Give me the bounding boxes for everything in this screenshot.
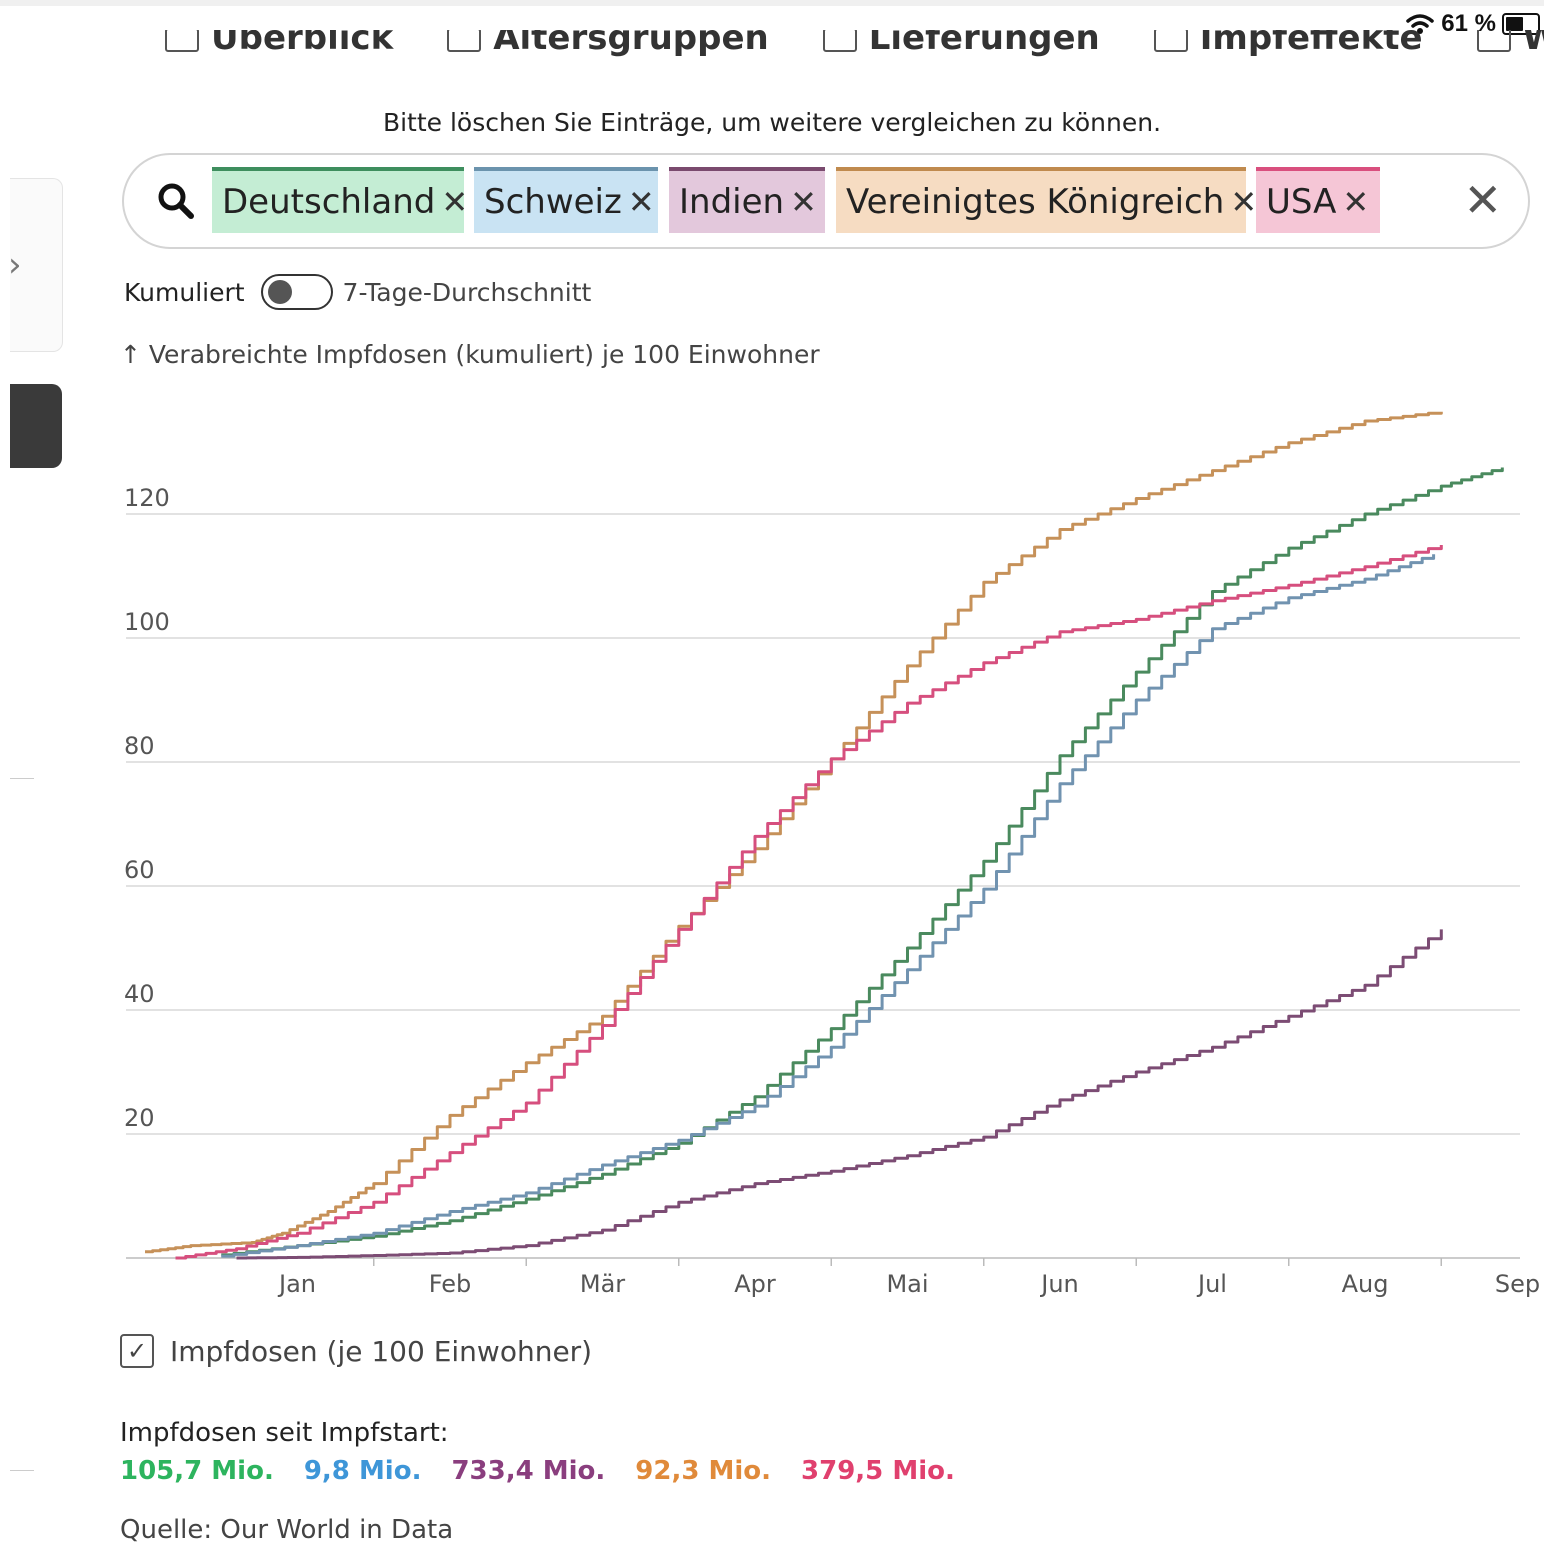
overview-icon: [165, 30, 199, 52]
x-tick-label: Jul: [1196, 1270, 1227, 1298]
y-tick-label: 60: [124, 856, 155, 884]
x-tick-label: Apr: [734, 1270, 776, 1298]
cumulative-toggle-row: Kumuliert 7-Tage-Durchschnitt: [124, 272, 591, 312]
sidebar-divider: [10, 1470, 34, 1471]
nav-item-worldwide[interactable]: Weltweit: [1476, 30, 1544, 58]
remove-chip-icon[interactable]: ✕: [1342, 183, 1370, 221]
cumulative-average-switch[interactable]: [260, 274, 333, 310]
y-tick-label: 20: [124, 1104, 155, 1132]
comparison-hint: Bitte löschen Sie Einträge, um weitere v…: [382, 108, 1162, 137]
series-toggle[interactable]: ✓ Impfdosen (je 100 Einwohner): [120, 1334, 592, 1368]
vaccination-line-chart: 20 40 60 80 100 120 Jan Feb Mär Apr Mai Jun Jul Aug Se…: [124, 411, 1540, 1298]
source-note: Quelle: Our World in Data: [120, 1515, 454, 1545]
chip-deutschland[interactable]: Deutschland ✕: [212, 167, 468, 233]
checkbox-checked-icon[interactable]: ✓: [120, 1334, 154, 1368]
x-tick-label: Jan: [277, 1270, 316, 1298]
top-strip: [0, 0, 1544, 6]
series-line-deutschland: [221, 467, 1504, 1257]
nav-item-deliveries[interactable]: Lieferungen: [822, 30, 1100, 58]
wifi-icon: [1406, 14, 1435, 34]
total-value: 379,5 Mio.: [801, 1456, 955, 1486]
remove-chip-icon[interactable]: ✕: [627, 183, 655, 221]
globe-icon: [1476, 30, 1511, 52]
age-groups-icon: [447, 30, 482, 52]
total-value: 9,8 Mio.: [303, 1456, 422, 1486]
battery-icon: [1502, 13, 1540, 35]
search-icon: [158, 183, 194, 219]
clear-all-icon[interactable]: ✕: [1463, 173, 1502, 227]
totals-title: Impfdosen seit Impfstart:: [120, 1418, 449, 1448]
chip-indien[interactable]: Indien ✕: [669, 167, 825, 233]
chevron-right-icon[interactable]: ›: [8, 245, 22, 285]
x-tick-label: Jun: [1039, 1270, 1079, 1298]
remove-chip-icon[interactable]: ✕: [441, 183, 469, 221]
deliveries-icon: [822, 30, 857, 52]
nav-item-overview[interactable]: Überblick: [165, 30, 393, 58]
y-axis-title: ↑ Verabreichte Impfdosen (kumuliert) je …: [120, 340, 820, 369]
x-tick-label: Feb: [429, 1270, 472, 1298]
series-line-indien: [236, 929, 1443, 1260]
series-toggle-label: Impfdosen (je 100 Einwohner): [170, 1334, 593, 1368]
y-tick-label: 100: [124, 608, 170, 636]
sidebar-dark-tab[interactable]: [10, 384, 62, 468]
sidebar-expand-panel[interactable]: [10, 178, 63, 352]
switch-knob: [267, 280, 292, 304]
series-line-schweiz: [221, 554, 1436, 1258]
chip-vereinigtes-koenigreich[interactable]: Vereinigtes Königreich ✕: [836, 167, 1257, 233]
y-tick-label: 80: [124, 732, 155, 760]
country-search-box[interactable]: Deutschland ✕ Schweiz ✕ Indien ✕ Vereinigte…: [122, 153, 1530, 249]
x-tick-label: Mai: [886, 1270, 928, 1298]
total-value: 105,7 Mio.: [120, 1456, 274, 1486]
battery-percentage: 61 %: [1441, 10, 1496, 37]
x-tick-label: Sep: [1495, 1270, 1540, 1298]
x-tick-label: Mär: [580, 1270, 625, 1298]
remove-chip-icon[interactable]: ✕: [1230, 183, 1258, 221]
toggle-left-label: Kumuliert: [124, 277, 245, 307]
top-navigation: Überblick Altersgruppen Lieferungen Impf…: [0, 30, 1544, 66]
x-tick-label: Aug: [1342, 1270, 1389, 1298]
totals-row: 105,7 Mio. 9,8 Mio. 733,4 Mio. 92,3 Mio.…: [120, 1456, 955, 1486]
total-value: 733,4 Mio.: [451, 1456, 606, 1486]
series-line-usa: [175, 545, 1443, 1260]
remove-chip-icon[interactable]: ✕: [790, 183, 817, 221]
sidebar-divider: [10, 778, 34, 779]
y-tick-label: 40: [124, 980, 155, 1008]
chip-usa[interactable]: USA ✕: [1256, 167, 1380, 233]
total-value: 92,3 Mio.: [635, 1456, 772, 1486]
nav-item-age-groups[interactable]: Altersgruppen: [447, 30, 769, 58]
syringe-icon: [1153, 30, 1188, 52]
y-tick-label: 120: [124, 484, 170, 512]
toggle-right-label: 7-Tage-Durchschnitt: [342, 277, 592, 307]
series-line-vereinigtes-k-nigreich: [145, 411, 1443, 1254]
nav-item-vaccine-effects[interactable]: Impfeffekte: [1153, 30, 1423, 58]
status-bar: 61 %: [1405, 10, 1540, 38]
chip-schweiz[interactable]: Schweiz ✕: [474, 167, 658, 233]
